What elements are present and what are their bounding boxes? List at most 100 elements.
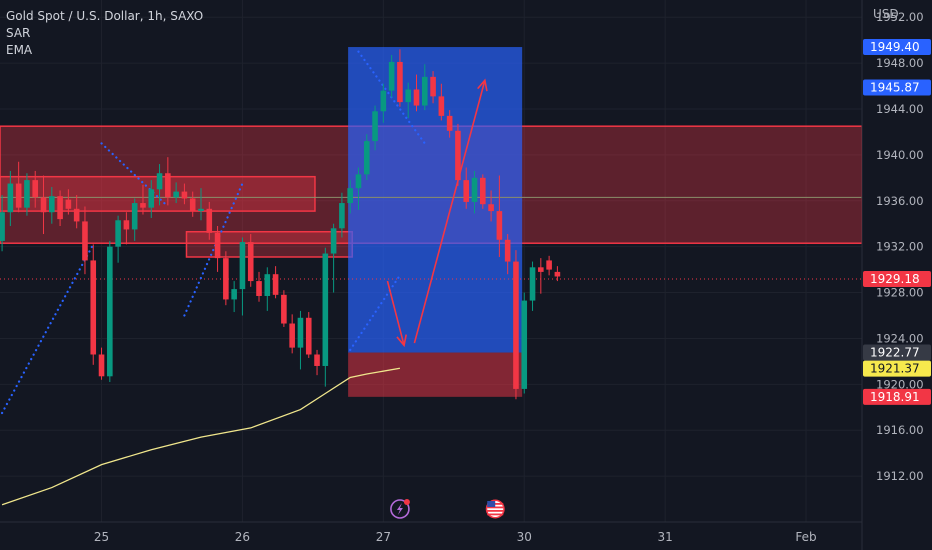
indicator-sar-label[interactable]: SAR: [6, 26, 31, 40]
candle-body-36: [297, 317, 304, 348]
candle-body-3: [24, 180, 30, 208]
ema-line: [1, 367, 401, 506]
arrow-shaft-0: [386, 280, 405, 346]
zones-layer[interactable]: [0, 47, 863, 397]
candle-body-45: [372, 111, 378, 142]
x-tick-5: Feb: [795, 530, 816, 544]
symbol-title[interactable]: Gold Spot / U.S. Dollar, 1h, SAXO: [6, 9, 204, 23]
position-target-zone[interactable]: [348, 47, 523, 353]
candle-62: [513, 250, 519, 400]
price-tag-text-2: 1929.18: [870, 272, 920, 286]
y-tick-6: 1936.00: [876, 194, 924, 208]
indicator-ema-label[interactable]: EMA: [6, 43, 33, 57]
price-tag-target[interactable]: 1949.40: [863, 39, 931, 56]
event-us-flag-icon[interactable]: [485, 499, 505, 519]
candle-body-67: [554, 271, 561, 277]
arrow-head-1: [477, 78, 488, 92]
arrows-layer[interactable]: [386, 78, 488, 348]
candle-10: [82, 206, 88, 275]
candle-body-54: [446, 115, 453, 131]
candle-body-63: [521, 300, 528, 389]
candle-39: [322, 247, 329, 387]
arrow-1[interactable]: [413, 78, 488, 344]
position-stop-zone[interactable]: [348, 352, 523, 397]
candle-16: [131, 198, 138, 241]
candle-51: [421, 64, 428, 111]
candle-59: [488, 190, 494, 222]
candle-60: [496, 175, 503, 257]
candle-41: [339, 192, 345, 238]
arrow-shaft-1: [413, 80, 486, 344]
y-tick-9: 1948.00: [876, 56, 924, 70]
candle-2: [15, 161, 22, 213]
currency-label: USD: [873, 7, 899, 21]
candle-54: [446, 110, 453, 138]
arrow-head-0: [396, 334, 408, 348]
candle-body-32: [264, 274, 271, 296]
candle-48: [397, 49, 403, 107]
candle-43: [355, 167, 362, 210]
price-tag-entry[interactable]: 1922.77: [863, 344, 931, 361]
candle-3: [24, 173, 30, 216]
candle-65: [538, 258, 544, 294]
candle-27: [223, 251, 229, 306]
candle-8: [65, 189, 72, 215]
candle-body-51: [421, 76, 428, 106]
price-tag-stop[interactable]: 1918.91: [863, 388, 931, 405]
price-tag-bg-4: [863, 360, 931, 377]
price-tag-text-4: 1921.37: [870, 362, 920, 376]
arrow-0[interactable]: [386, 280, 408, 348]
candle-body-56: [463, 180, 470, 202]
sar-dots-3: [349, 274, 402, 352]
candle-53: [438, 83, 445, 121]
candle-body-14: [115, 220, 121, 247]
sar-dots-1: [100, 142, 169, 208]
zone-low[interactable]: [185, 230, 354, 258]
sar-dots-2: [183, 182, 244, 317]
flag-canton: [487, 501, 496, 507]
y-tick-4: 1928.00: [876, 286, 924, 300]
y-tick-8: 1944.00: [876, 102, 924, 116]
candle-5: [40, 175, 47, 235]
price-tag-target-mid[interactable]: 1945.87: [863, 79, 931, 96]
candle-23: [189, 191, 196, 217]
candle-body-48: [397, 61, 403, 103]
candle-61: [504, 234, 511, 275]
price-tag-text-1: 1945.87: [870, 81, 920, 95]
candle-body-18: [148, 189, 155, 208]
price-tag-ema[interactable]: 1921.37: [863, 360, 931, 377]
x-tick-3: 30: [517, 530, 532, 544]
candle-4: [32, 170, 39, 208]
candle-body-37: [305, 317, 312, 355]
y-tick-5: 1932.00: [876, 240, 924, 254]
candle-31: [256, 271, 262, 302]
candle-body-38: [314, 354, 320, 366]
candle-body-44: [363, 141, 370, 175]
x-tick-4: 31: [658, 530, 673, 544]
markers-layer[interactable]: [390, 499, 505, 519]
price-tag-bg-5: [863, 388, 931, 405]
candle-24: [198, 188, 204, 221]
candle-body-65: [538, 267, 544, 272]
candle-9: [73, 195, 80, 229]
price-tag-bg-3: [863, 344, 931, 361]
candle-body-66: [546, 260, 552, 270]
candle-1: [7, 170, 14, 227]
candle-body-11: [90, 260, 97, 355]
candle-56: [463, 167, 470, 209]
candle-body-46: [380, 90, 387, 112]
candle-57: [471, 170, 478, 214]
candle-body-59: [488, 204, 494, 212]
ema-layer: [1, 367, 401, 506]
candle-58: [480, 174, 486, 209]
candle-body-27: [223, 258, 229, 300]
candle-35: [289, 314, 295, 354]
candle-45: [372, 105, 378, 151]
candle-25: [206, 201, 213, 240]
price-tag-last[interactable]: 1929.18: [863, 271, 931, 288]
lightning-bolt: [396, 503, 403, 515]
event-lightning-icon[interactable]: [390, 499, 410, 519]
y-tick-2: 1920.00: [876, 377, 924, 391]
lightning-ring: [390, 499, 410, 519]
